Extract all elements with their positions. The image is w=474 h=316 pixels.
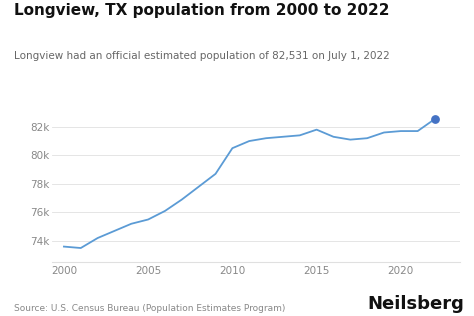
Text: Longview, TX population from 2000 to 2022: Longview, TX population from 2000 to 202…: [14, 3, 390, 18]
Text: Longview had an official estimated population of 82,531 on July 1, 2022: Longview had an official estimated popul…: [14, 51, 390, 61]
Text: Source: U.S. Census Bureau (Population Estimates Program): Source: U.S. Census Bureau (Population E…: [14, 304, 286, 313]
Text: Neilsberg: Neilsberg: [368, 295, 465, 313]
Point: [431, 117, 438, 122]
